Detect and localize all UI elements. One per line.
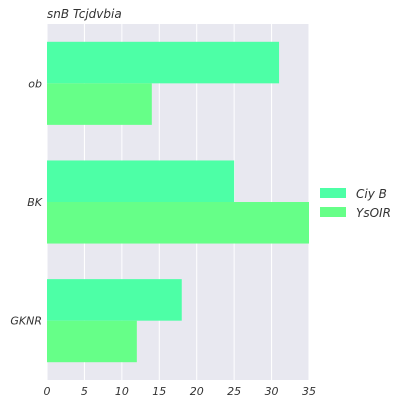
legend-swatch (320, 188, 346, 198)
bar-bk-series-2 (47, 202, 309, 244)
x-tick-label: 25 (227, 385, 241, 398)
legend-label: YsOIR (356, 206, 391, 220)
legend: Ciy B YsOIR (320, 187, 391, 220)
x-tick-label: 30 (265, 385, 279, 398)
x-tick-label: 5 (81, 385, 88, 398)
y-tick-label: GKNR (10, 315, 42, 328)
x-tick-label: 0 (44, 385, 51, 398)
legend-swatch (320, 207, 346, 217)
y-tick-label: BK (27, 196, 43, 209)
chart-title: snB Tcjdvbia (47, 7, 122, 21)
bar-gknr-series-2 (47, 320, 137, 363)
x-tick-label: 20 (190, 385, 204, 398)
y-tick-label: ob (28, 77, 42, 90)
bars (47, 41, 309, 363)
x-tick-label: 10 (115, 385, 129, 398)
x-tick-label: 35 (302, 385, 316, 398)
axis-labels: 0 5 10 15 20 25 30 35 ob BK GKNR (10, 77, 316, 398)
bar-ob-series-1 (47, 41, 280, 84)
bar-gknr-series-1 (47, 279, 182, 321)
x-tick-label: 15 (152, 385, 166, 398)
legend-label: Ciy B (356, 187, 387, 201)
bar-ob-series-2 (47, 83, 152, 125)
bar-bk-series-1 (47, 160, 235, 202)
